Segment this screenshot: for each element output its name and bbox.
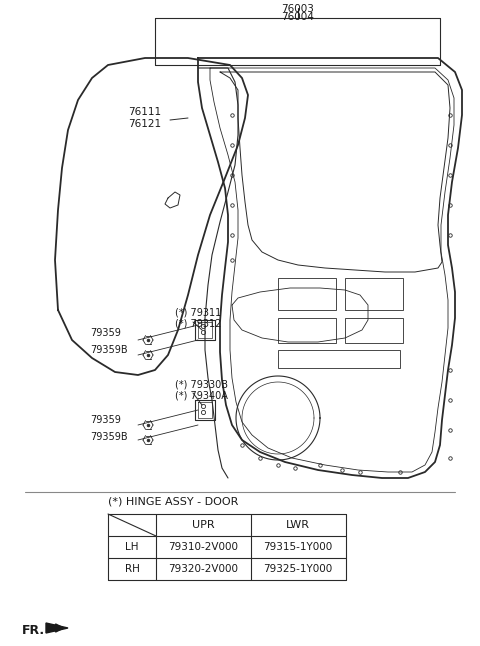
Text: 76003: 76003 <box>282 4 314 14</box>
Text: 79310-2V000: 79310-2V000 <box>168 542 238 552</box>
Bar <box>345 318 403 343</box>
Bar <box>278 350 400 368</box>
Text: 79325-1Y000: 79325-1Y000 <box>264 564 333 574</box>
Text: 79320-2V000: 79320-2V000 <box>168 564 238 574</box>
Text: UPR: UPR <box>192 520 214 530</box>
Text: LWR: LWR <box>286 520 310 530</box>
Text: FR.: FR. <box>22 623 45 636</box>
Text: 79359: 79359 <box>90 415 121 425</box>
Text: (*) HINGE ASSY - DOOR: (*) HINGE ASSY - DOOR <box>108 497 239 507</box>
Text: (*) 79311
(*) 79312: (*) 79311 (*) 79312 <box>175 307 221 329</box>
Bar <box>278 318 336 343</box>
Text: 79315-1Y000: 79315-1Y000 <box>264 542 333 552</box>
Text: 76111
76121: 76111 76121 <box>128 107 161 129</box>
Text: 79359B: 79359B <box>90 345 128 355</box>
Text: 79359: 79359 <box>90 328 121 338</box>
Text: 79359B: 79359B <box>90 432 128 442</box>
Text: LH: LH <box>125 542 139 552</box>
Text: (*) 79330B
(*) 79340A: (*) 79330B (*) 79340A <box>175 379 228 401</box>
Text: 76004: 76004 <box>282 12 314 22</box>
Polygon shape <box>46 623 68 633</box>
Bar <box>278 278 336 310</box>
Text: RH: RH <box>125 564 139 574</box>
Bar <box>345 278 403 310</box>
